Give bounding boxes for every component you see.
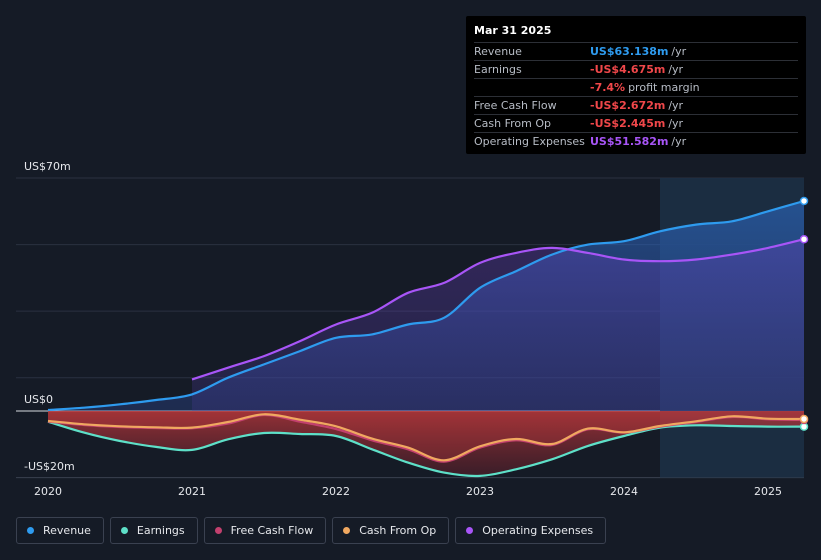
y-zero-label: US$0 [24, 393, 53, 406]
tooltip-row-cash-from-op: Cash From Op -US$2.445m/yr [474, 114, 798, 132]
series-endpoints [799, 196, 809, 431]
tooltip-row-unit: profit margin [628, 81, 700, 94]
legend-dot-icon [214, 527, 222, 534]
legend-item-revenue[interactable]: Revenue [16, 517, 104, 544]
legend-dot-icon [120, 527, 128, 534]
tooltip-row-value: -US$2.672m [590, 99, 666, 112]
series-lines [47, 199, 805, 478]
revenue-line [47, 199, 805, 412]
tooltip-row-value: US$51.582m [590, 135, 669, 148]
tooltip-row-unit: /yr [668, 99, 684, 112]
tooltip-row-unit: /yr [668, 63, 684, 76]
tooltip-date: Mar 31 2025 [474, 24, 552, 37]
tooltip-row-earnings: Earnings -US$4.675m/yr [474, 60, 798, 78]
tooltip-row-name: Earnings [474, 63, 522, 76]
y-bottom-label: -US$20m [24, 460, 75, 473]
revenue-endpoint [799, 196, 809, 206]
tooltip-row-unit: /yr [668, 117, 684, 130]
earnings-line [47, 420, 805, 478]
tooltip-row-unit: /yr [671, 135, 687, 148]
earnings-area [48, 411, 804, 477]
tooltip: Mar 31 2025 Revenue US$63.138m/yr Earnings… [466, 16, 806, 154]
legend-label: Revenue [43, 524, 91, 537]
legend-item-free-cash-flow[interactable]: Free Cash Flow [203, 517, 327, 544]
x-tick-2020: 2020 [34, 485, 62, 498]
legend-label: Free Cash Flow [230, 524, 314, 537]
legend-label: Earnings [136, 524, 185, 537]
operating-expenses-line [191, 238, 805, 381]
cash-from-op-endpoint [799, 414, 809, 424]
tooltip-row-name: Operating Expenses [474, 135, 585, 148]
legend-item-cash-from-op[interactable]: Cash From Op [332, 517, 450, 544]
tooltip-row-value: -US$2.445m [590, 117, 666, 130]
legend-item-earnings[interactable]: Earnings [109, 517, 198, 544]
legend-dot-icon [27, 527, 34, 534]
tooltip-row-profit-margin: -7.4% profit margin [474, 78, 798, 96]
opex-area [192, 239, 804, 411]
series-areas [48, 201, 804, 477]
legend-label: Cash From Op [359, 524, 437, 537]
x-tick-2021: 2021 [178, 485, 206, 498]
y-top-label: US$70m [24, 160, 71, 173]
legend-dot-icon [343, 527, 351, 534]
tooltip-row-value: -US$4.675m [590, 63, 666, 76]
legend-item-operating-expenses[interactable]: Operating Expenses [455, 517, 607, 544]
tooltip-row-unit: /yr [671, 45, 687, 58]
cash-from-op-line [47, 413, 805, 462]
cash-from-op-area [48, 411, 804, 461]
legend: Revenue Earnings Free Cash Flow Cash From O… [16, 517, 607, 544]
x-tick-2023: 2023 [466, 485, 494, 498]
tooltip-row-name: Cash From Op [474, 117, 552, 130]
tooltip-row-operating-expenses: Operating Expenses US$51.582m/yr [474, 132, 798, 150]
tooltip-row-revenue: Revenue US$63.138m/yr [474, 42, 798, 60]
x-tick-2025: 2025 [754, 485, 782, 498]
legend-dot-icon [466, 527, 474, 534]
operating-expenses-endpoint [799, 234, 809, 244]
x-tick-2022: 2022 [322, 485, 350, 498]
tooltip-row-name: Free Cash Flow [474, 99, 557, 112]
tooltip-row-name: Revenue [474, 45, 522, 58]
tooltip-row-value: US$63.138m [590, 45, 669, 58]
x-tick-2024: 2024 [610, 485, 638, 498]
tooltip-row-value: -7.4% [590, 81, 626, 94]
x-axis-ticks: 2020 2021 2022 2023 2024 2025 [34, 485, 782, 498]
tooltip-row-free-cash-flow: Free Cash Flow -US$2.672m/yr [474, 96, 798, 114]
legend-label: Operating Expenses [482, 524, 594, 537]
